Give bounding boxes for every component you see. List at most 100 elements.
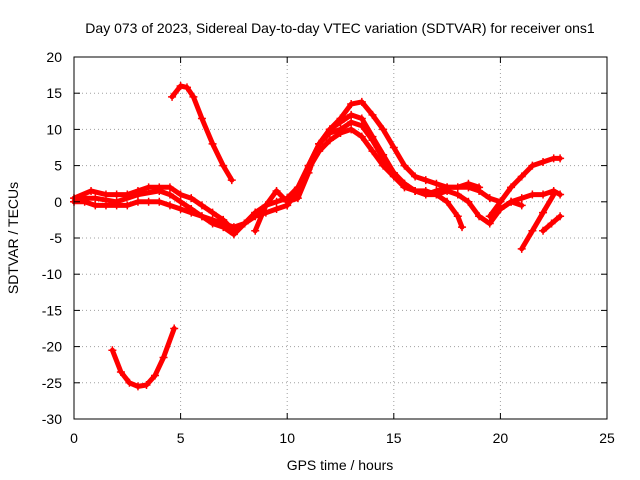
data-point xyxy=(144,197,153,206)
data-point xyxy=(517,244,526,253)
data-point xyxy=(165,201,174,210)
data-point xyxy=(197,201,206,210)
x-tick-label: 10 xyxy=(279,430,295,446)
data-point xyxy=(176,81,185,90)
data-point xyxy=(283,197,292,206)
data-point xyxy=(304,161,313,170)
series-points-arc-6 xyxy=(108,324,179,391)
data-point xyxy=(556,154,565,163)
series-points-arc-7 xyxy=(304,97,505,206)
data-point xyxy=(539,226,548,235)
data-point xyxy=(336,125,345,134)
data-point xyxy=(357,97,366,106)
data-point xyxy=(176,205,185,214)
data-point xyxy=(208,139,217,148)
data-point xyxy=(208,208,217,217)
data-point xyxy=(453,212,462,221)
data-point xyxy=(91,201,100,210)
data-point xyxy=(272,197,281,206)
series-points-arc-3 xyxy=(74,186,270,239)
data-point xyxy=(182,83,191,92)
data-point xyxy=(347,100,356,109)
data-point xyxy=(112,190,121,199)
data-point xyxy=(400,179,409,188)
data-point xyxy=(453,190,462,199)
data-point xyxy=(187,205,196,214)
data-point xyxy=(293,194,302,203)
data-point xyxy=(240,219,249,228)
data-point xyxy=(496,197,505,206)
x-tick-label: 0 xyxy=(70,430,78,446)
series-points-arc-10 xyxy=(517,190,558,253)
data-point xyxy=(539,208,548,217)
data-point xyxy=(74,194,83,203)
y-tick-label: 10 xyxy=(46,121,62,137)
data-point xyxy=(101,201,110,210)
data-point xyxy=(411,186,420,195)
data-point xyxy=(357,114,366,123)
data-point xyxy=(159,353,168,362)
data-point xyxy=(116,367,125,376)
data-point xyxy=(368,136,377,145)
data-point xyxy=(272,205,281,214)
data-point xyxy=(475,186,484,195)
data-point xyxy=(87,186,96,195)
y-axis-label: SDTVAR / TECUs xyxy=(5,182,21,294)
y-tick-label: -25 xyxy=(42,375,62,391)
data-point xyxy=(528,190,537,199)
data-point xyxy=(133,190,142,199)
data-point xyxy=(357,121,366,130)
data-point xyxy=(208,219,217,228)
y-tick-label: 0 xyxy=(54,194,62,210)
data-point xyxy=(151,371,160,380)
data-point xyxy=(458,223,467,232)
data-point xyxy=(251,208,260,217)
data-point xyxy=(261,201,270,210)
y-tick-label: -20 xyxy=(42,339,62,355)
data-point xyxy=(517,201,526,210)
data-point xyxy=(528,226,537,235)
data-point xyxy=(168,92,177,101)
data-point xyxy=(432,190,441,199)
data-point xyxy=(539,190,548,199)
data-point xyxy=(347,110,356,119)
data-point xyxy=(549,190,558,199)
y-tick-label: 5 xyxy=(54,158,62,174)
data-point xyxy=(368,110,377,119)
data-point xyxy=(475,212,484,221)
data-point xyxy=(304,168,313,177)
data-point xyxy=(347,125,356,134)
data-point xyxy=(347,118,356,127)
data-point xyxy=(485,212,494,221)
data-point xyxy=(464,197,473,206)
y-tick-label: -15 xyxy=(42,302,62,318)
data-point xyxy=(197,114,206,123)
data-point xyxy=(165,183,174,192)
x-tick-label: 20 xyxy=(493,430,509,446)
series-points-arc-11 xyxy=(539,212,565,235)
data-point xyxy=(133,197,142,206)
data-point xyxy=(144,183,153,192)
data-point xyxy=(517,172,526,181)
y-tick-label: -5 xyxy=(50,230,63,246)
data-point xyxy=(91,194,100,203)
data-point xyxy=(379,154,388,163)
data-point xyxy=(142,380,151,389)
data-point xyxy=(368,147,377,156)
data-point xyxy=(108,346,117,355)
data-point xyxy=(155,186,164,195)
series-group xyxy=(70,81,565,391)
axis-ticks: 0 5 10 15 20 25 -30 -25 -20 -15 -10 -5 0 5 10 15 20 xyxy=(42,49,615,446)
data-point xyxy=(389,143,398,152)
data-point xyxy=(165,190,174,199)
data-point xyxy=(229,230,238,239)
chart-title: Day 073 of 2023, Sidereal Day-to-day VTE… xyxy=(85,20,595,36)
data-point xyxy=(197,212,206,221)
data-point xyxy=(189,92,198,101)
data-point xyxy=(112,197,121,206)
data-point xyxy=(556,212,565,221)
data-point xyxy=(507,197,516,206)
data-point xyxy=(123,201,132,210)
x-axis-label: GPS time / hours xyxy=(287,457,394,473)
data-point xyxy=(325,136,334,145)
